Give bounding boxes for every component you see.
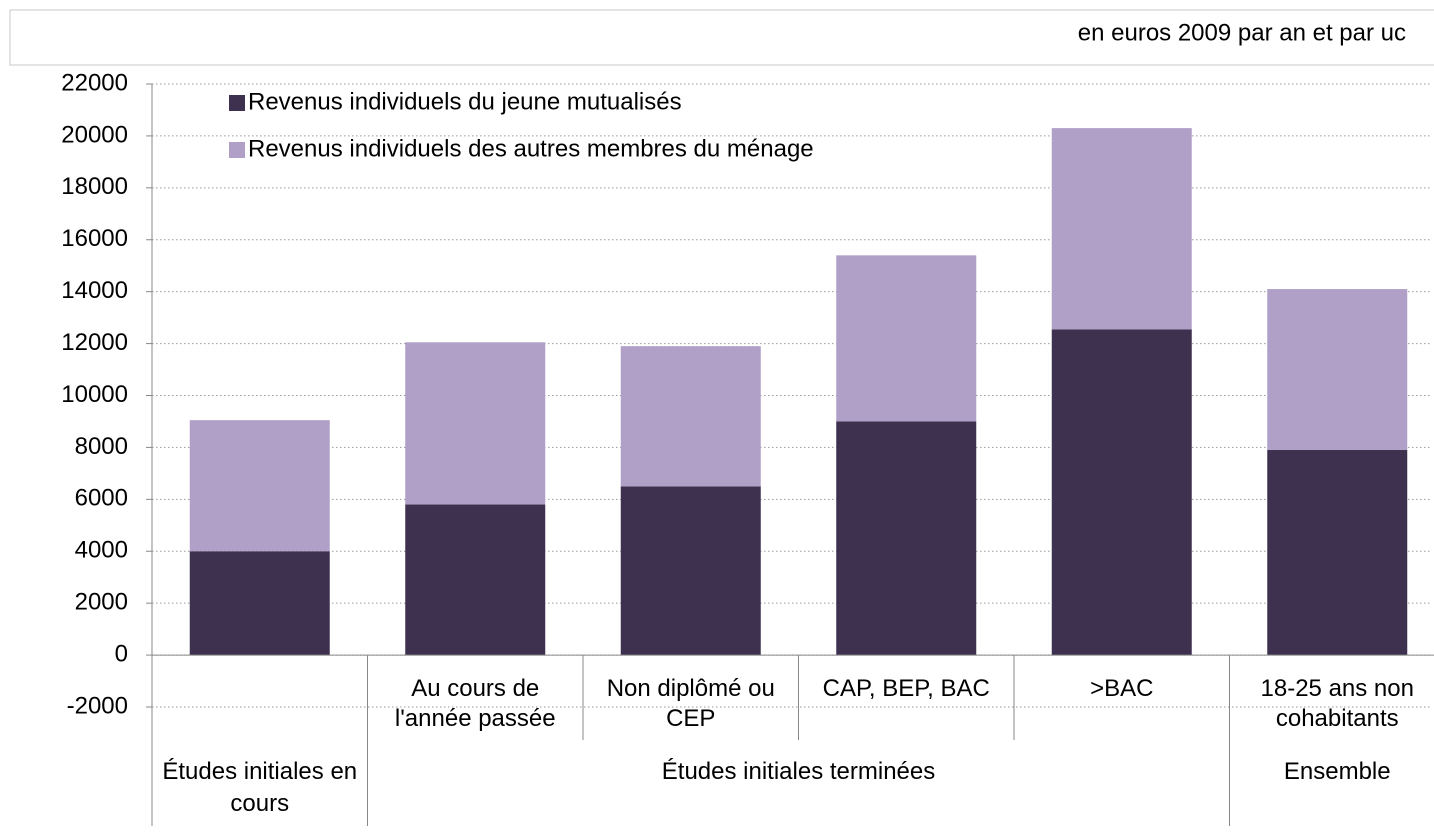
y-tick-label: 20000 xyxy=(61,121,128,148)
bar-segment xyxy=(620,486,761,656)
legend-label: Revenus individuels du jeune mutualisés xyxy=(248,88,682,115)
group-label: Études initiales en cours xyxy=(162,758,357,817)
subtitle: en euros 2009 par an et par uc xyxy=(1078,19,1406,46)
bar-segment xyxy=(620,346,761,487)
y-tick-label: 8000 xyxy=(75,433,128,460)
bar-segment xyxy=(189,551,330,656)
bar-segment xyxy=(405,342,546,505)
y-tick-label: 10000 xyxy=(61,381,128,408)
y-tick-label: 18000 xyxy=(61,173,128,200)
header-box xyxy=(9,9,1434,66)
bar-segment xyxy=(836,421,977,656)
x-tick-label: CAP, BEP, BAC xyxy=(823,675,990,702)
group-label: Études initiales terminées xyxy=(662,758,935,785)
y-tick-label: 12000 xyxy=(61,329,128,356)
y-tick-label: 6000 xyxy=(75,485,128,512)
x-tick-label: Non diplômé ou CEP xyxy=(607,675,775,732)
y-tick-label: 16000 xyxy=(61,225,128,252)
bar-segment xyxy=(405,504,546,656)
bar-segment xyxy=(189,420,330,552)
bar-segment xyxy=(1267,450,1408,656)
y-tick-label: 4000 xyxy=(75,537,128,564)
y-tick-label: 22000 xyxy=(61,69,128,96)
y-tick-label: 0 xyxy=(115,640,128,667)
group-label: Ensemble xyxy=(1284,758,1391,785)
bar-segment xyxy=(1051,329,1192,656)
x-tick-label: >BAC xyxy=(1090,675,1153,702)
legend-swatch xyxy=(229,142,245,158)
bar-segment xyxy=(1267,289,1408,451)
y-tick-label: -2000 xyxy=(67,692,128,719)
bar-segment xyxy=(836,255,977,422)
legend-label: Revenus individuels des autres membres d… xyxy=(248,135,814,162)
x-tick-label: Au cours de l'année passée xyxy=(395,675,556,732)
y-tick-label: 14000 xyxy=(61,277,128,304)
bar-segment xyxy=(1051,128,1192,330)
x-tick-label: 18-25 ans non cohabitants xyxy=(1261,675,1414,732)
legend-swatch xyxy=(229,95,245,111)
y-tick-label: 2000 xyxy=(75,589,128,616)
